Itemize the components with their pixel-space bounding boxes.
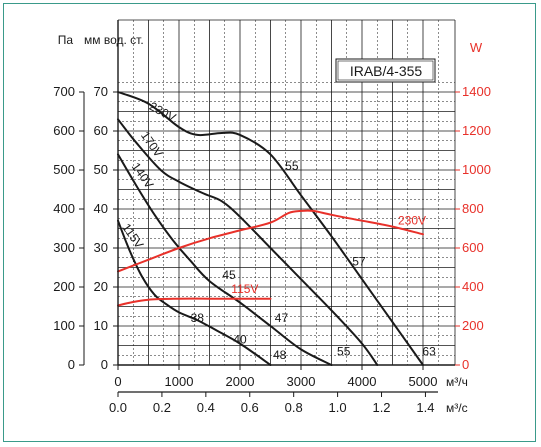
y-tick-label-mm: 50 xyxy=(94,162,108,177)
power-curve-230v xyxy=(117,209,424,273)
y-tick-label-w: 0 xyxy=(462,357,469,372)
annotation-label: 48 xyxy=(273,348,287,362)
model-label-box: IRAB/4-355 xyxy=(335,58,436,83)
y-tick-label-w: 800 xyxy=(462,201,484,216)
x-tick-label-m3h: 5000 xyxy=(409,374,438,389)
pressure-curve-140v xyxy=(117,153,333,366)
pressure-curve-230v xyxy=(117,91,424,366)
y-tick-label-pa: 500 xyxy=(53,162,75,177)
y-tick-label-pa: 700 xyxy=(53,84,75,99)
annotation-label: 230V xyxy=(147,99,178,125)
annotation-label: 40 xyxy=(233,333,247,347)
left-axis-unit-pa: Па xyxy=(58,33,74,47)
y-tick-label-w: 1000 xyxy=(462,162,491,177)
y-tick-label-pa: 100 xyxy=(53,318,75,333)
y-tick-label-mm: 10 xyxy=(94,318,108,333)
annotation-label: 140V xyxy=(129,160,157,191)
y-tick-label-mm: 20 xyxy=(94,279,108,294)
y-tick-label-w: 1400 xyxy=(462,84,491,99)
y-tick-label-pa: 400 xyxy=(53,201,75,216)
y-tick-label-mm: 70 xyxy=(94,84,108,99)
y-tick-label-pa: 600 xyxy=(53,123,75,138)
pressure-curve-170v xyxy=(117,118,379,366)
y-tick-label-pa: 200 xyxy=(53,279,75,294)
x-tick-label-m3h: 1000 xyxy=(165,374,194,389)
y-tick-label-mm: 40 xyxy=(94,201,108,216)
x-tick-label-m3s: 1.4 xyxy=(416,400,434,415)
y-tick-label-w: 200 xyxy=(462,318,484,333)
x-tick-label-m3s: 0.4 xyxy=(197,400,215,415)
model-label: IRAB/4-355 xyxy=(350,63,423,79)
x-tick-label-m3h: 3000 xyxy=(287,374,316,389)
y-tick-label-w: 600 xyxy=(462,240,484,255)
annotation-label: 47 xyxy=(275,311,289,325)
left-axis-unit-mm: мм вод. ст. xyxy=(84,33,144,47)
grid xyxy=(118,19,456,365)
annotation-label: 38 xyxy=(191,311,205,325)
power-curve-115v xyxy=(117,297,272,307)
y-tick-label-w: 1200 xyxy=(462,123,491,138)
annotation-label: 55 xyxy=(337,344,351,358)
x-tick-label-m3h: 4000 xyxy=(348,374,377,389)
x-tick-label-m3h: 2000 xyxy=(226,374,255,389)
y-tick-label-pa: 300 xyxy=(53,240,75,255)
x-tick-label-m3h: 0 xyxy=(114,374,121,389)
annotation-label: 170V xyxy=(138,129,166,160)
y-tick-label-w: 400 xyxy=(462,279,484,294)
x-tick-label-m3s: 1.2 xyxy=(372,400,390,415)
y-tick-label-mm: 0 xyxy=(101,357,108,372)
y-tick-label-mm: 60 xyxy=(94,123,108,138)
x-axis-unit-m3s: м³/с xyxy=(446,401,468,415)
annotation-label: 45 xyxy=(222,268,236,282)
x-tick-label-m3s: 1.0 xyxy=(329,400,347,415)
annotation-label: 57 xyxy=(352,255,366,269)
x-tick-label-m3s: 0.0 xyxy=(109,400,127,415)
annotation-label: 230V xyxy=(398,214,426,228)
x-tick-label-m3s: 0.6 xyxy=(241,400,259,415)
x-axis-unit-m3h: м³/ч xyxy=(446,375,468,389)
y-tick-label-pa: 0 xyxy=(68,357,75,372)
y-tick-label-mm: 30 xyxy=(94,240,108,255)
annotation-label: 55 xyxy=(285,159,299,173)
annotation-label: 63 xyxy=(422,344,436,358)
axes xyxy=(79,20,460,397)
curves xyxy=(117,91,424,366)
annotation-label: 115V xyxy=(231,282,258,296)
x-tick-label-m3s: 0.8 xyxy=(285,400,303,415)
x-tick-label-m3s: 0.2 xyxy=(153,400,171,415)
right-axis-unit: W xyxy=(470,40,483,55)
